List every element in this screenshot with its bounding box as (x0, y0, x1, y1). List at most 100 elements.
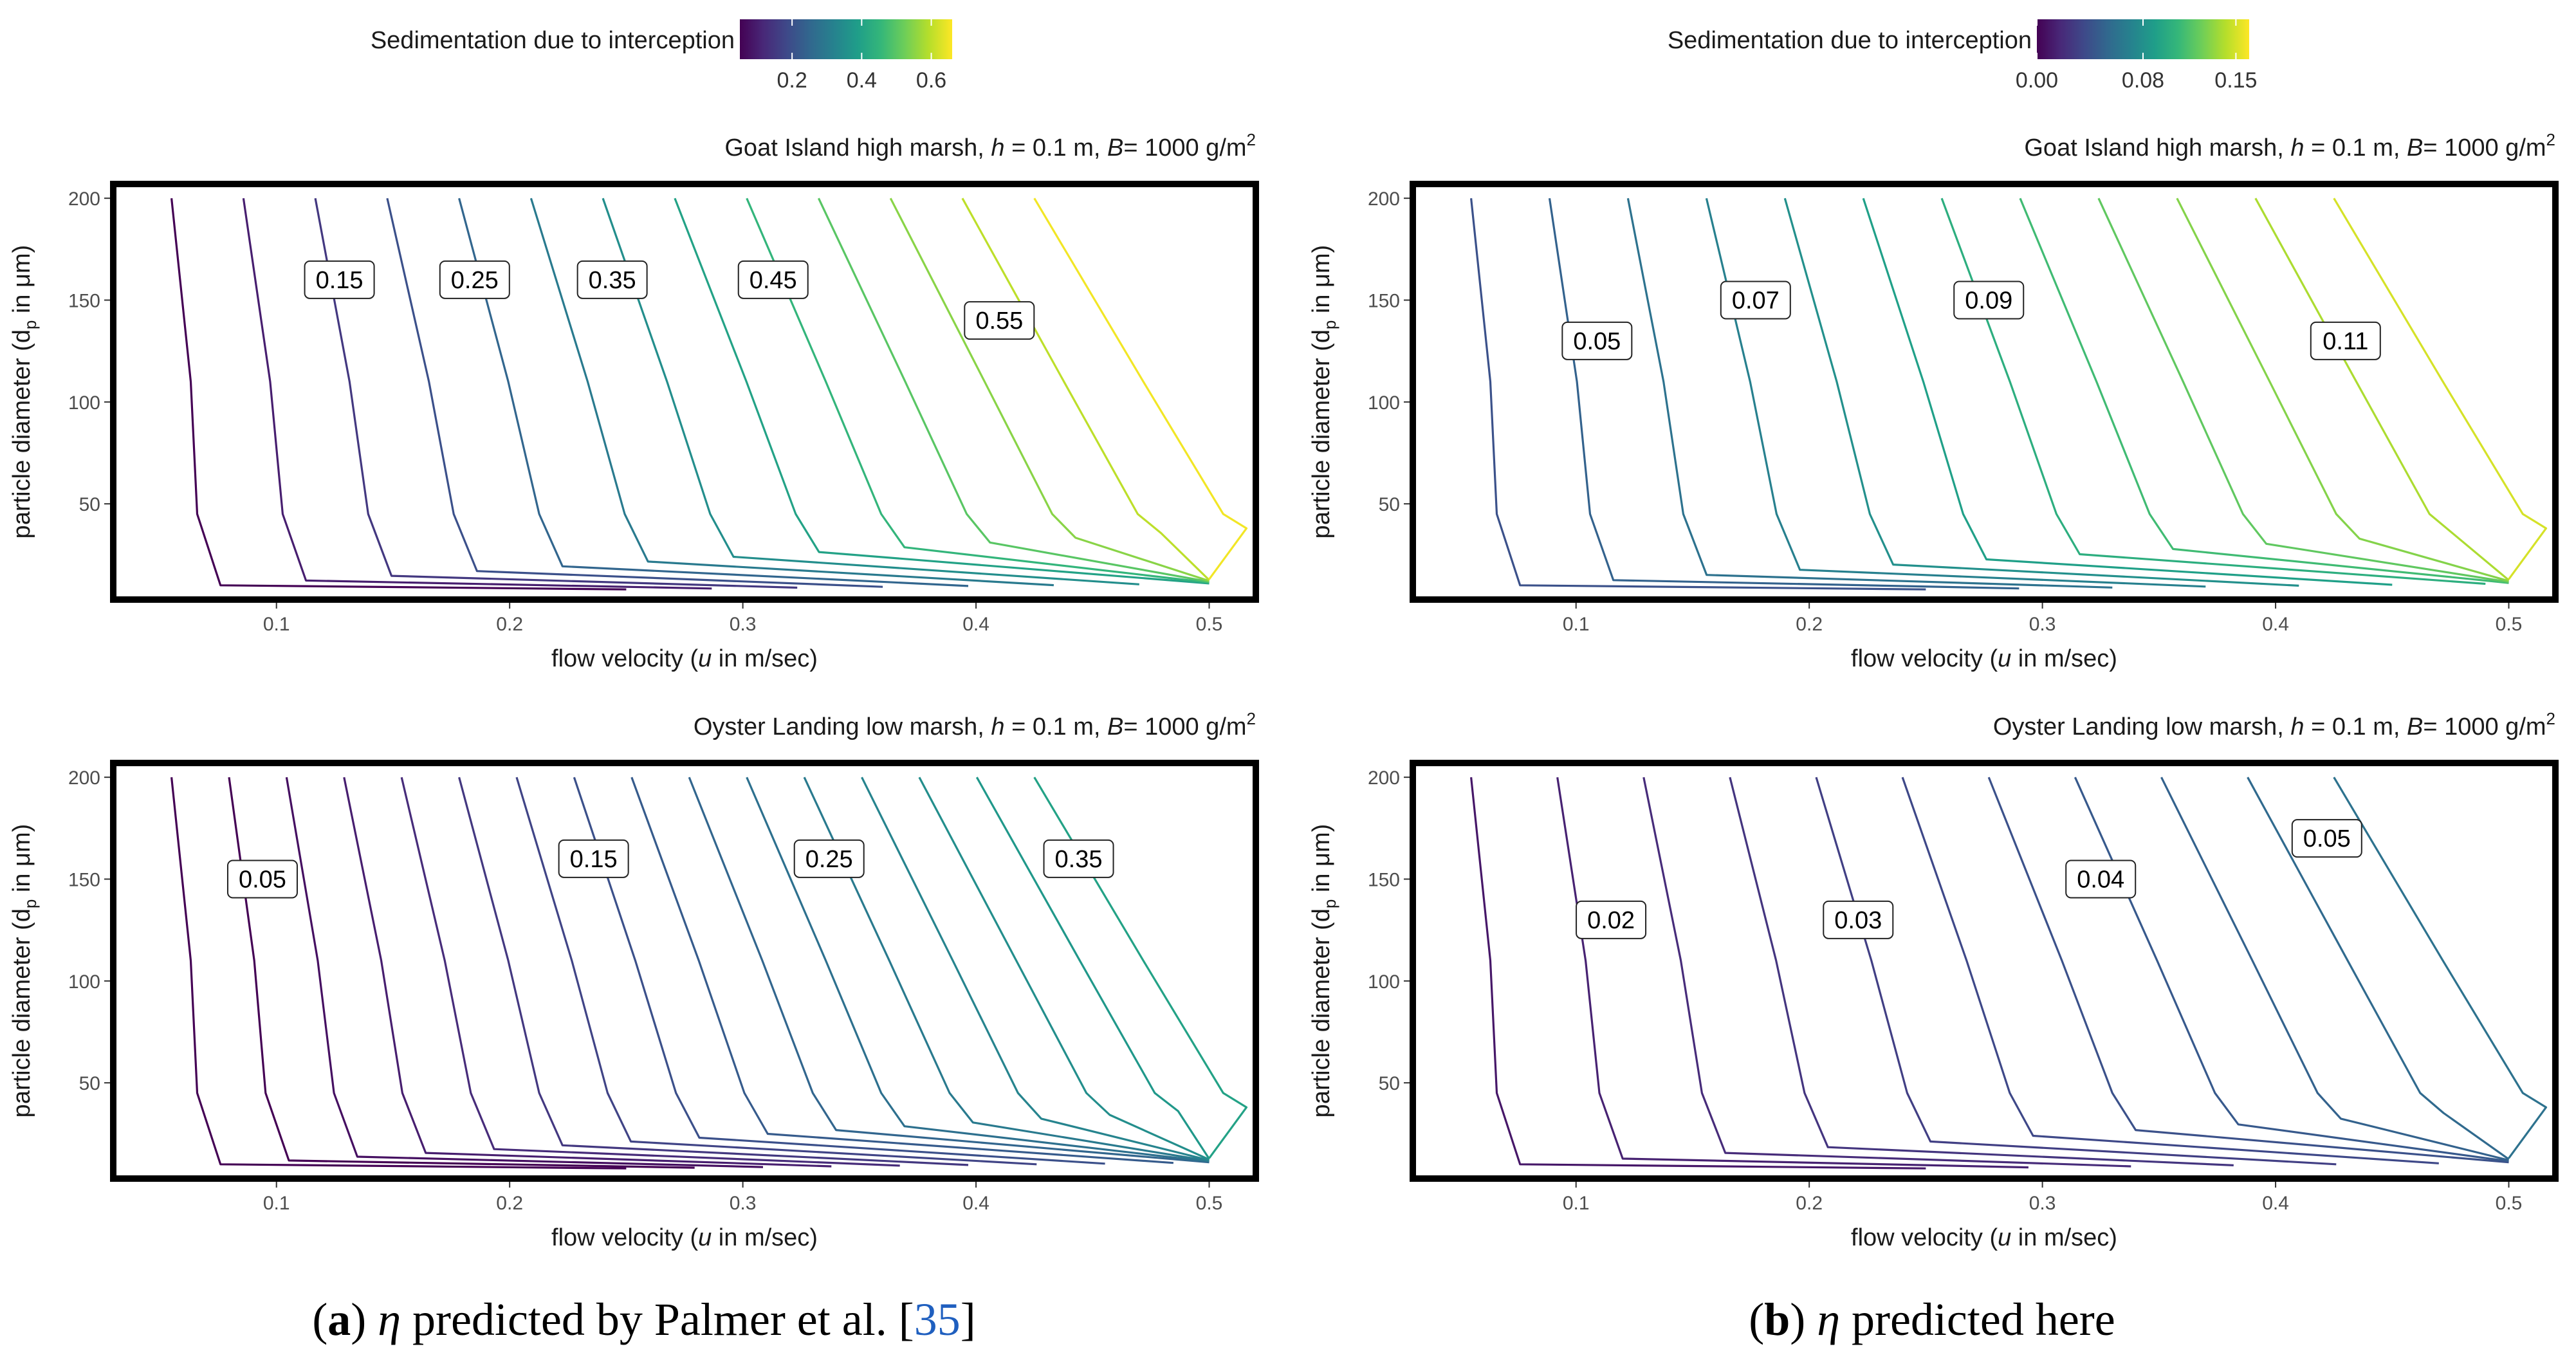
contour-line (861, 776, 1210, 1162)
x-tick-label: 0.2 (1796, 1193, 1823, 1214)
contour-label-text: 0.11 (2323, 328, 2368, 355)
contour-line (1033, 198, 1248, 580)
contour-label: 0.15 (304, 260, 375, 299)
x-axis-label: flow velocity (u in m/sec) (1851, 1224, 2117, 1251)
panel-frame (110, 181, 1259, 603)
contour-line (746, 776, 1210, 1163)
contour-label-box (2291, 819, 2362, 858)
contour-line (2247, 776, 2510, 1161)
contour-label-text: 0.03 (1834, 907, 1882, 934)
y-tick-label: 100 (68, 971, 100, 993)
contour-line (1783, 198, 2299, 587)
contour-line (889, 198, 1210, 582)
panel-subtitle: Goat Island high marsh, h = 0.1 m, B= 10… (2024, 130, 2555, 161)
contour-label-text: 0.09 (1965, 288, 2012, 315)
contour-label: 0.11 (2310, 321, 2381, 360)
y-axis-label: particle diameter (dp in μm) (1308, 245, 1339, 539)
y-tick-label: 50 (1379, 494, 1400, 515)
colorbar-title: Sedimentation due to interception (1668, 27, 2032, 54)
contour-line (630, 776, 1174, 1164)
colorbar-gradient (2037, 19, 2249, 59)
contour-line (1705, 198, 2206, 588)
contour-label-box (964, 301, 1035, 340)
colorbar-b: Sedimentation due to interception 0.00 0.0… (1668, 19, 2257, 93)
contour-label: 0.09 (1953, 280, 2025, 320)
panel-subtitle: Oyster Landing low marsh, h = 0.1 m, B= … (694, 709, 1256, 740)
contour-label-box (2065, 859, 2137, 899)
contour-label-text: 0.15 (316, 267, 363, 294)
y-tick-label: 50 (79, 1073, 100, 1094)
contour-lines (1470, 198, 2548, 591)
y-axis-label: particle diameter (dp in μm) (8, 245, 40, 539)
contour-line (961, 198, 1210, 581)
x-tick-label: 0.3 (730, 1193, 757, 1214)
x-tick-label: 0.5 (2496, 1193, 2523, 1214)
contour-label: 0.05 (1561, 321, 1633, 360)
contour-label: 0.25 (439, 260, 510, 299)
contour-line (1556, 776, 2029, 1169)
x-tick-label: 0.4 (962, 614, 989, 635)
contour-line (285, 776, 764, 1168)
contour-label: 0.05 (2291, 819, 2362, 858)
y-tick-label: 150 (68, 291, 100, 312)
colorbar-tick-label: 0.6 (916, 68, 946, 93)
contour-label: 0.07 (1720, 280, 1791, 320)
contour-label-box (1576, 900, 1647, 939)
x-tick-label: 0.5 (1196, 614, 1223, 635)
contour-line (2074, 776, 2509, 1162)
x-tick-label: 0.2 (496, 614, 523, 635)
contour-line (1642, 776, 2131, 1168)
x-tick-label: 0.4 (2262, 614, 2289, 635)
contour-label: 0.15 (558, 839, 629, 878)
y-axis-label: particle diameter (dp in μm) (1308, 824, 1339, 1118)
contour-label-text: 0.02 (1587, 907, 1635, 934)
contour-label-box (1720, 280, 1791, 320)
contour-line (674, 198, 1210, 585)
contour-line (975, 776, 1210, 1160)
x-tick-label: 0.5 (2496, 614, 2523, 635)
contour-line (1470, 198, 1926, 591)
panel-subtitle: Goat Island high marsh, h = 0.1 m, B= 10… (724, 130, 1256, 161)
y-tick-label: 150 (68, 870, 100, 891)
caption-b: (b) η predicted here (1749, 1294, 2115, 1345)
contour-label-text: 0.05 (239, 867, 286, 894)
panel-b-bottom: Oyster Landing low marsh, h = 0.1 m, B= … (1308, 709, 2559, 1251)
x-tick-label: 0.5 (1196, 1193, 1223, 1214)
y-tick-label: 100 (1368, 971, 1400, 993)
contour-label-text: 0.35 (589, 267, 636, 294)
y-tick-label: 50 (1379, 1073, 1400, 1094)
contour-label-box (304, 260, 375, 299)
panel-frame (110, 760, 1259, 1182)
x-tick-label: 0.1 (263, 1193, 290, 1214)
x-tick-label: 0.3 (2029, 614, 2056, 635)
colorbar-title: Sedimentation due to interception (371, 27, 735, 54)
contour-line (573, 776, 1105, 1165)
colorbar-a: Sedimentation due to interception 0.2 0.4 0… (371, 19, 952, 93)
contour-label: 0.04 (2065, 859, 2137, 899)
contour-line (803, 776, 1210, 1162)
contour-label-text: 0.35 (1055, 846, 1103, 873)
contour-label-text: 0.25 (451, 267, 499, 294)
colorbar-gradient (740, 19, 952, 59)
contour-line (170, 198, 627, 591)
contour-lines (170, 198, 1248, 591)
contour-line (343, 776, 832, 1168)
contour-label-box (558, 839, 629, 878)
contour-label-text: 0.55 (975, 308, 1023, 335)
contour-label-text: 0.05 (2303, 825, 2351, 852)
contour-line (918, 776, 1210, 1161)
contour-label-box (439, 260, 510, 299)
contour-line (817, 198, 1210, 583)
y-tick-label: 100 (1368, 392, 1400, 414)
contour-line (170, 777, 627, 1170)
contour-label-box (1953, 280, 2025, 320)
contour-line (515, 776, 1037, 1166)
contour-line (1815, 776, 2337, 1166)
contour-label-box (1043, 839, 1114, 878)
contour-line (314, 198, 798, 589)
contour-lines (1470, 776, 2548, 1170)
panel-frame (1410, 760, 2559, 1182)
y-tick-label: 200 (68, 188, 100, 210)
contour-label-text: 0.25 (805, 846, 853, 873)
